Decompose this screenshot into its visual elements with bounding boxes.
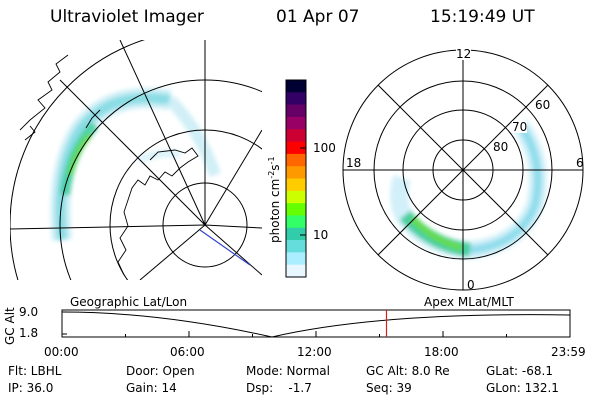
colorbar-segment — [286, 227, 306, 241]
mlt-label-6: 6 — [576, 156, 584, 170]
lat-label-60: 60 — [535, 98, 551, 112]
instrument-title: Ultraviolet Imager — [50, 7, 204, 27]
info-dsp: Dsp: -1.7 — [246, 381, 312, 395]
colorbar-unit-label: photon cm-2s-1 — [267, 156, 282, 243]
geo-aurora-band — [50, 88, 221, 241]
colorbar-segment — [286, 252, 306, 266]
colorbar-tick-10: 10 — [313, 228, 329, 242]
timeline-alt-top: 9.0 — [19, 305, 39, 319]
colorbar-segment — [286, 141, 306, 155]
geo-lon-lines — [10, 40, 262, 280]
colorbar-segment — [286, 92, 306, 106]
timeline-tick-1800: 18:00 — [424, 345, 459, 359]
colorbar-segment — [286, 264, 306, 278]
timeline-tick-0000: 00:00 — [44, 345, 79, 359]
colorbar — [286, 80, 306, 278]
colorbar-segment — [286, 129, 306, 143]
colorbar-segment — [286, 240, 306, 253]
colorbar-segment — [286, 104, 306, 118]
mlt-label-12: 12 — [456, 47, 472, 61]
colorbar-segment — [286, 215, 306, 229]
info-flt: Flt: LBHL — [8, 364, 62, 378]
date-label: 01 Apr 07 — [276, 7, 360, 27]
lat-label-80: 80 — [493, 140, 509, 154]
info-gain: Gain: 14 — [126, 381, 177, 395]
timeline-tick-0600: 06:00 — [170, 345, 205, 359]
timeline-y-label: GC Alt — [3, 307, 17, 345]
colorbar-segment — [286, 153, 306, 167]
info-mode: Mode: Normal — [246, 364, 330, 378]
colorbar-frame — [285, 79, 307, 278]
info-seq: Seq: 39 — [366, 381, 412, 395]
polar-map — [342, 49, 584, 291]
colorbar-segment — [286, 80, 306, 93]
colorbar-segment — [286, 203, 306, 217]
timeline-left-label: Geographic Lat/Lon — [70, 295, 188, 309]
info-glat: GLat: -68.1 — [486, 364, 553, 378]
mlt-label-0: 0 — [467, 278, 475, 292]
mlt-label-18: 18 — [346, 156, 362, 170]
time-label: 15:19:49 UT — [430, 7, 535, 27]
timeline-alt-bottom: 1.8 — [19, 326, 39, 340]
colorbar-tick-100: 100 — [313, 141, 336, 155]
lat-label-70: 70 — [512, 120, 528, 134]
info-door: Door: Open — [126, 364, 195, 378]
info-gcalt: GC Alt: 8.0 Re — [366, 364, 450, 378]
timeline-plot — [61, 309, 571, 338]
info-ip: IP: 36.0 — [8, 381, 54, 395]
timeline-tick-1200: 12:00 — [297, 345, 332, 359]
colorbar-segment — [286, 116, 306, 130]
geographic-map — [10, 40, 262, 280]
info-glon: GLon: 132.1 — [486, 381, 559, 395]
colorbar-segment — [286, 178, 306, 192]
colorbar-segment — [286, 190, 306, 204]
timeline-tick-2359: 23:59 — [551, 345, 586, 359]
colorbar-segment — [286, 166, 306, 180]
polar-grid — [342, 49, 584, 291]
geo-coastlines — [19, 54, 199, 276]
timeline-right-label: Apex MLat/MLT — [424, 295, 514, 309]
